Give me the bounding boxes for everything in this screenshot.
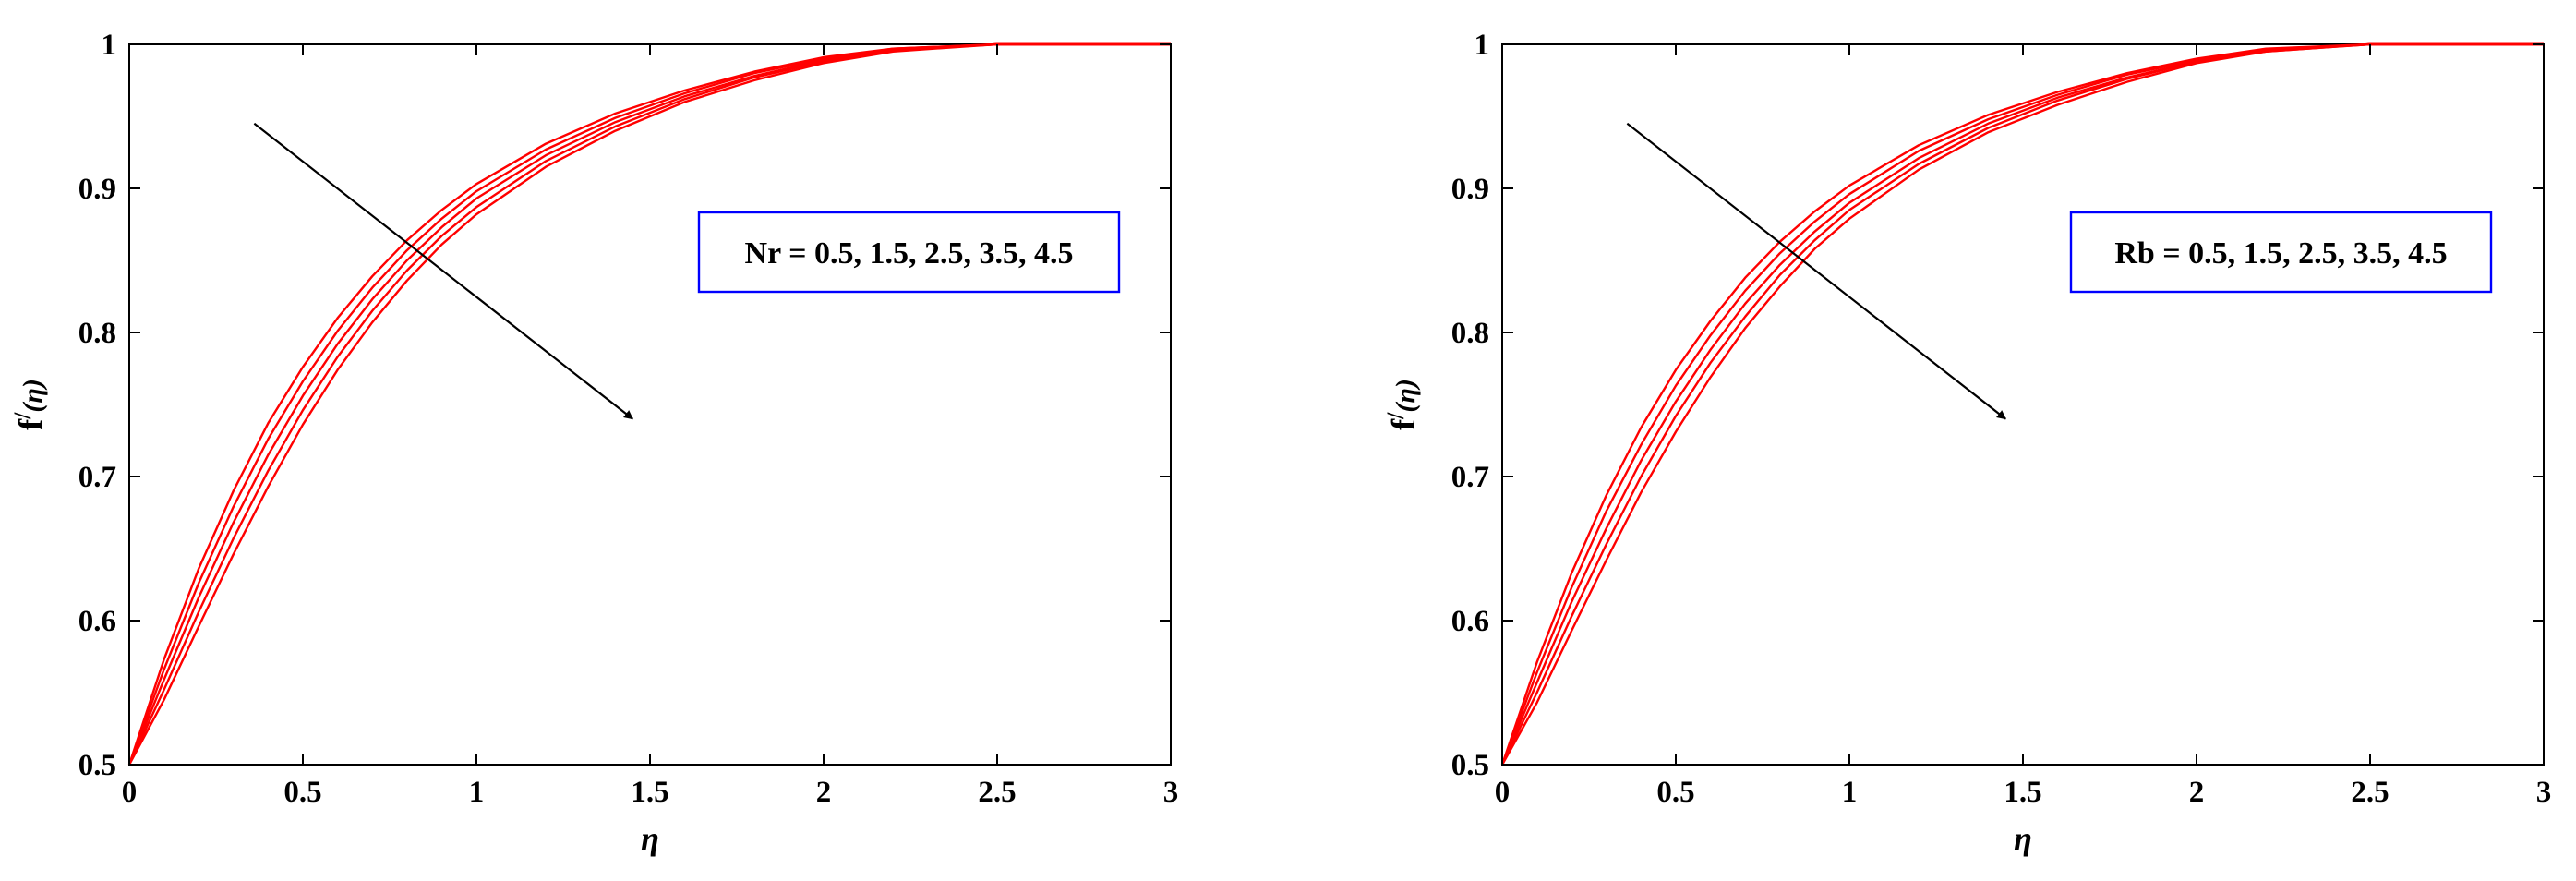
y-axis-label: f/(η): [9, 379, 49, 430]
x-tick-label: 1.5: [631, 776, 668, 809]
y-tick-label: 1: [1475, 29, 1490, 62]
y-tick-label: 0.9: [1451, 173, 1489, 206]
plot-frame: [128, 43, 1172, 766]
y-tick-label: 0.5: [78, 749, 116, 782]
y-axis-label: f/(η): [1382, 379, 1422, 430]
series-line-4: [127, 42, 1171, 766]
y-tick-label: 0.5: [1451, 749, 1489, 782]
trend-arrow: [253, 122, 633, 420]
x-axis-label: η: [2014, 820, 2032, 857]
x-axis-label: η: [641, 820, 659, 857]
y-tick-label: 0.9: [78, 173, 116, 206]
y-axis-label-sup: /: [1382, 412, 1409, 420]
x-tick-label: 3: [2536, 776, 2552, 809]
y-tick-label: 0.6: [78, 605, 116, 638]
series-line-2: [127, 42, 1171, 766]
x-tick-label: 0.5: [283, 776, 321, 809]
y-tick-label: 0.7: [78, 461, 116, 494]
y-tick-label: 0.8: [78, 317, 116, 350]
x-tick-label: 2: [2189, 776, 2205, 809]
series-line-2: [1500, 42, 2544, 766]
y-axis-label-main: f: [1385, 418, 1422, 430]
x-tick-label: 0.5: [1656, 776, 1694, 809]
x-tick-label: 1: [469, 776, 485, 809]
annotation-text: Nr = 0.5, 1.5, 2.5, 3.5, 4.5: [745, 236, 1074, 271]
y-axis-label-main: f: [12, 418, 49, 430]
y-axis-label-arg: (η): [1390, 379, 1421, 412]
series-line-3: [1500, 42, 2544, 766]
series-line-5: [1500, 42, 2544, 766]
annotation-text: Rb = 0.5, 1.5, 2.5, 3.5, 4.5: [2114, 236, 2447, 271]
series-line-4: [1500, 42, 2544, 766]
series-line-3: [127, 42, 1171, 766]
x-tick-label: 1.5: [2004, 776, 2041, 809]
plot-frame: [1501, 43, 2545, 766]
x-tick-label: 2: [816, 776, 832, 809]
x-tick-label: 1: [1842, 776, 1858, 809]
y-tick-label: 0.7: [1451, 461, 1489, 494]
series-line-1: [1500, 42, 2544, 766]
annotation-box: [697, 211, 1121, 294]
x-tick-label: 2.5: [978, 776, 1016, 809]
trend-arrow: [1626, 122, 2006, 420]
series-line-5: [127, 42, 1171, 766]
x-tick-label: 3: [1163, 776, 1179, 809]
y-tick-label: 0.8: [1451, 317, 1489, 350]
y-tick-label: 0.6: [1451, 605, 1489, 638]
x-tick-label: 0: [1495, 776, 1511, 809]
x-tick-label: 2.5: [2351, 776, 2389, 809]
x-tick-label: 0: [122, 776, 138, 809]
y-tick-label: 1: [102, 29, 117, 62]
series-line-1: [127, 42, 1171, 766]
annotation-box: [2069, 211, 2493, 294]
y-axis-label-sup: /: [9, 412, 36, 420]
y-axis-label-arg: (η): [18, 379, 48, 412]
